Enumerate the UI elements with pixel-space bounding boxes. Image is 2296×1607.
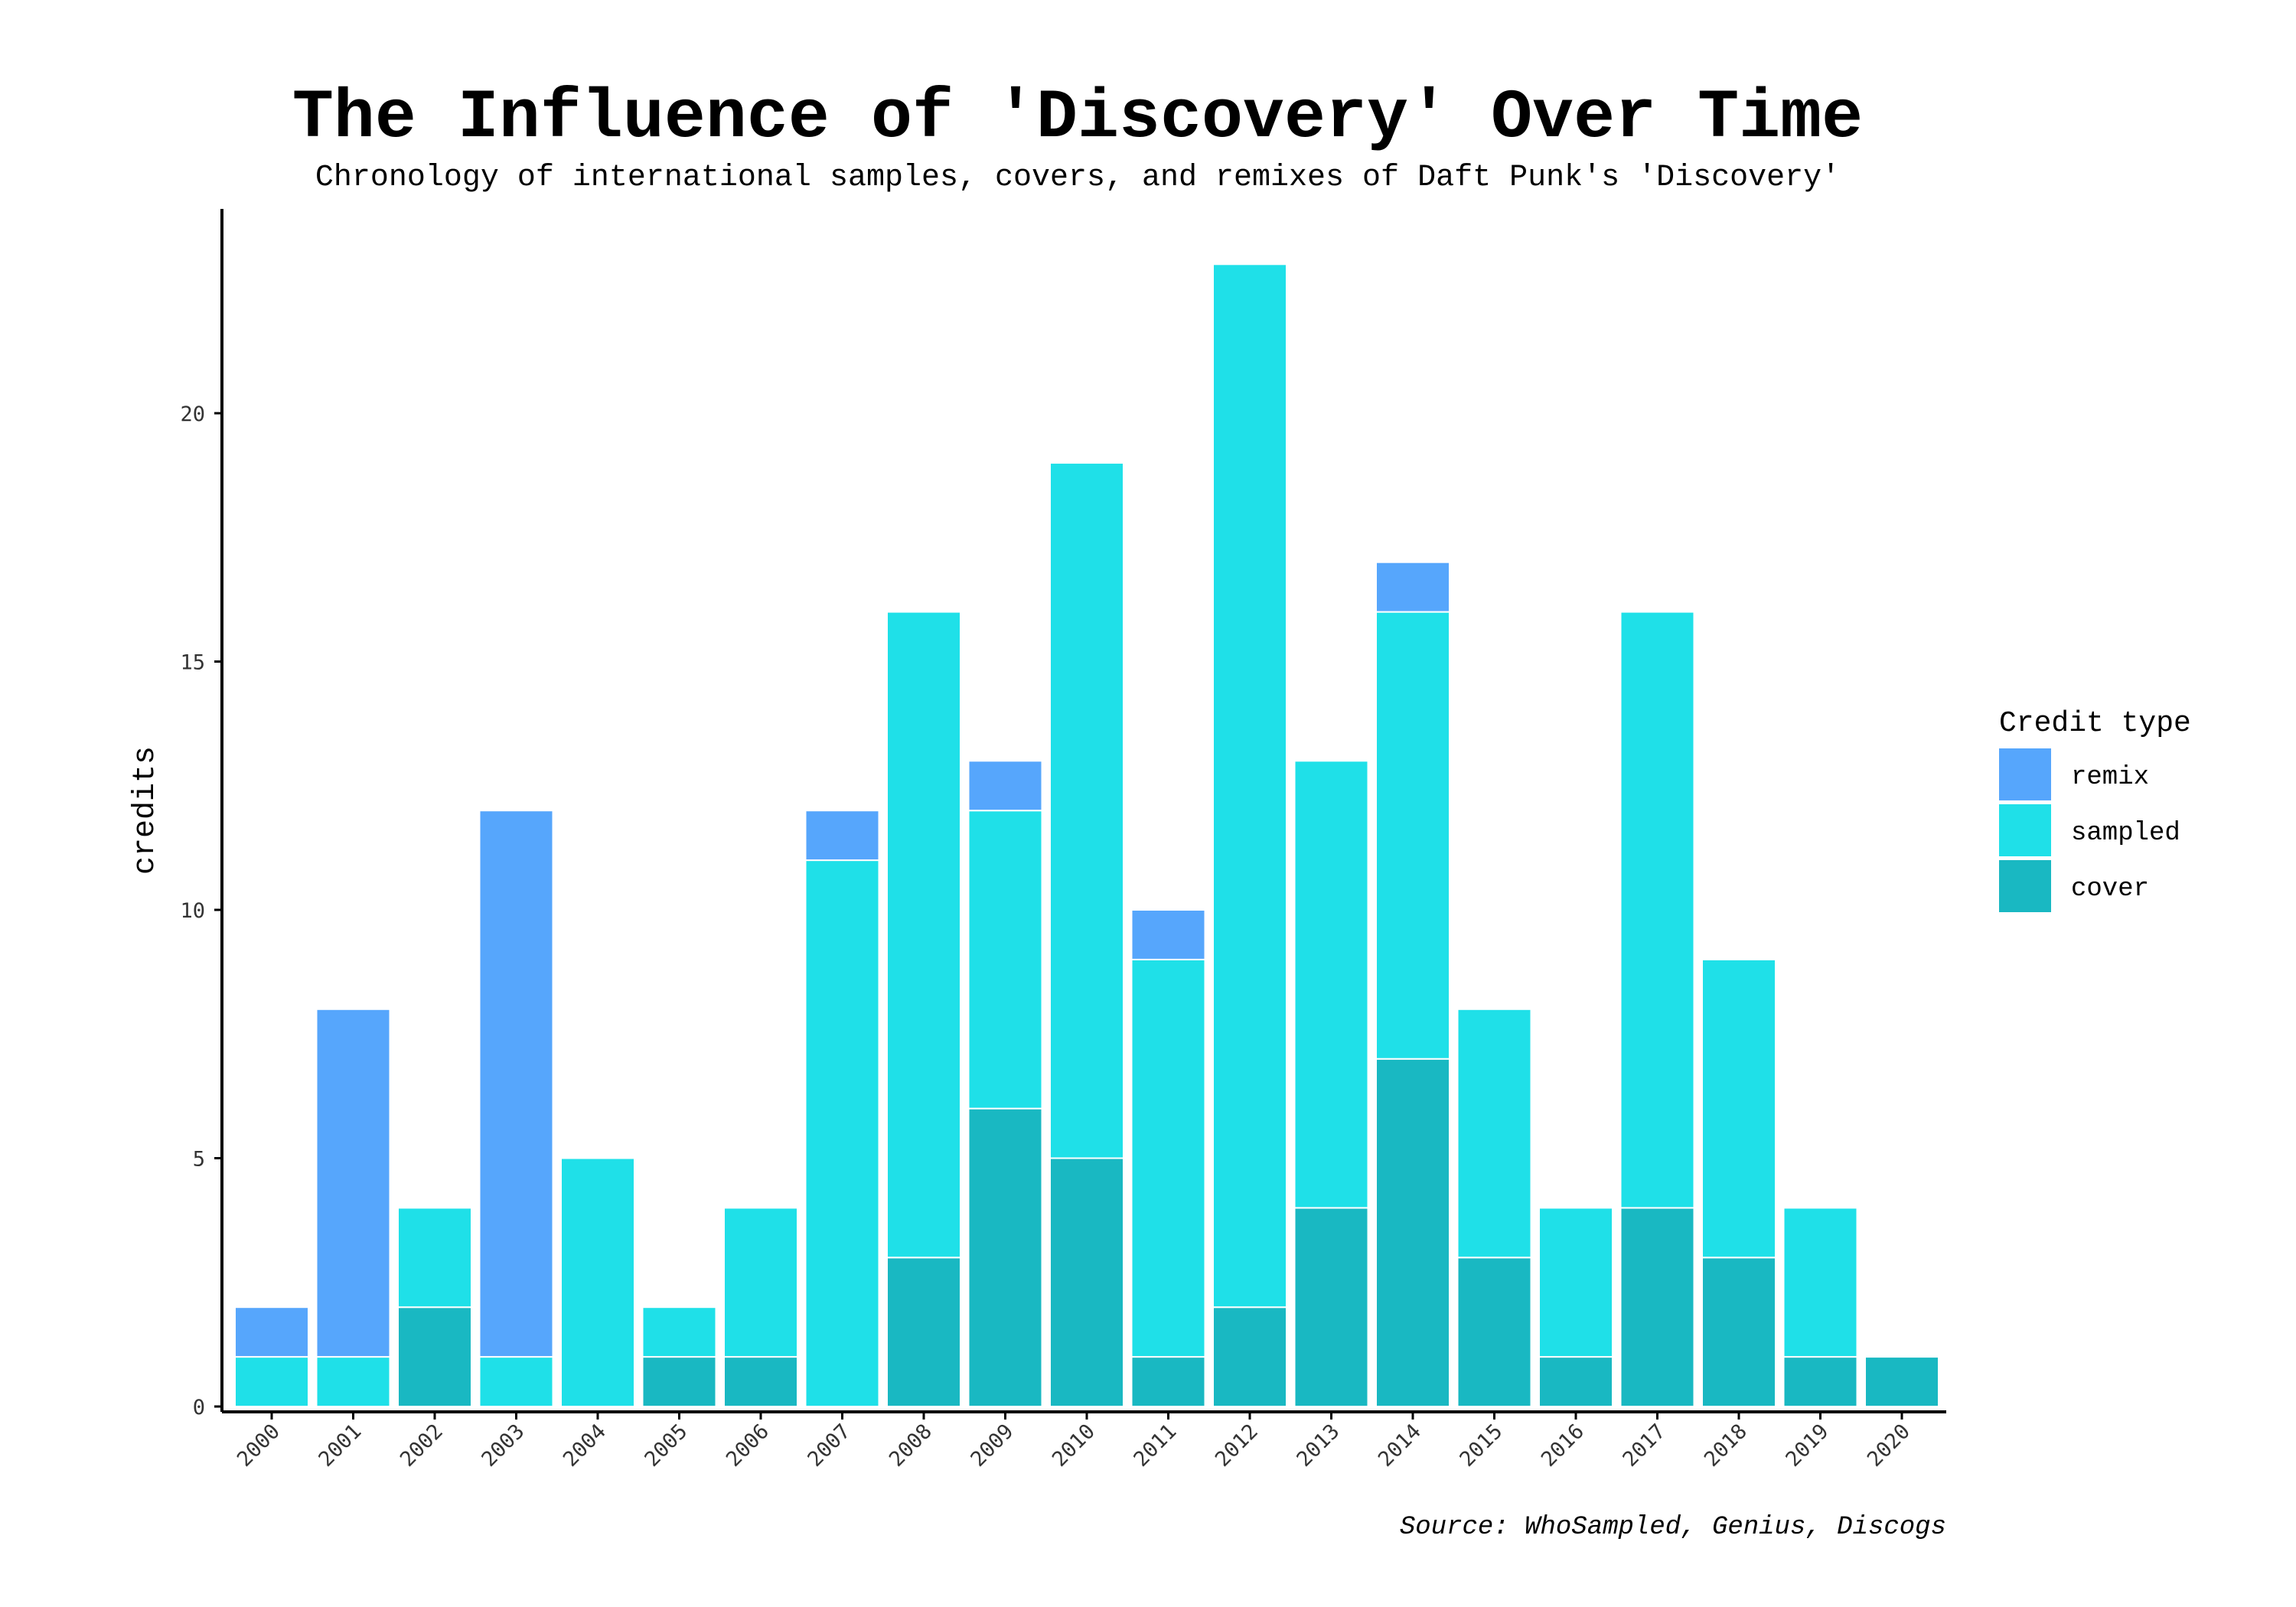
legend: Credit type remix sampled cover: [1999, 707, 2191, 912]
y-axis-label: credits: [129, 746, 163, 875]
bar-remix-2000: [234, 1306, 309, 1358]
bar-cover-2008: [886, 1257, 961, 1408]
legend-title: Credit type: [1999, 707, 2191, 740]
bar-cover-2016: [1538, 1356, 1613, 1407]
bar-sampled-2016: [1538, 1207, 1613, 1358]
bar-cover-2011: [1130, 1356, 1206, 1407]
bar-sampled-2004: [560, 1157, 635, 1407]
bar-cover-2006: [723, 1356, 798, 1407]
bar-remix-2001: [315, 1008, 391, 1358]
bar-cover-2018: [1701, 1257, 1776, 1408]
bar-remix-2014: [1375, 561, 1450, 613]
y-tick-label-10: 10: [180, 899, 205, 923]
chart-caption: Source: WhoSampled, Genius, Discogs: [1400, 1513, 1946, 1542]
bar-sampled-2007: [804, 859, 880, 1407]
legend-swatch-cover: [1999, 860, 2051, 912]
chart-subtitle: Chronology of international samples, cov…: [315, 161, 1840, 195]
bar-cover-2020: [1864, 1356, 1939, 1407]
legend-swatch-remix: [1999, 748, 2051, 800]
legend-items: remix sampled cover: [1999, 748, 2180, 912]
bar-sampled-2013: [1293, 760, 1369, 1209]
y-tick-label-20: 20: [180, 403, 205, 426]
bar-sampled-2005: [641, 1306, 717, 1358]
bar-remix-2003: [478, 810, 554, 1358]
bar-sampled-2008: [886, 611, 961, 1259]
bar-sampled-2018: [1701, 958, 1776, 1259]
bar-sampled-2006: [723, 1207, 798, 1358]
bar-sampled-2015: [1456, 1008, 1532, 1259]
bar-cover-2012: [1212, 1306, 1287, 1407]
legend-label-sampled: sampled: [2071, 819, 2180, 848]
bar-sampled-2014: [1375, 611, 1450, 1060]
bar-cover-2019: [1782, 1356, 1858, 1407]
chart-title: The Influence of 'Discovery' Over Time: [292, 80, 1863, 158]
bar-cover-2015: [1456, 1257, 1532, 1408]
bar-cover-2009: [967, 1107, 1043, 1407]
bar-sampled-2001: [315, 1356, 391, 1407]
y-tick-label-5: 5: [193, 1148, 205, 1172]
bar-sampled-2012: [1212, 263, 1287, 1309]
y-tick-label-0: 0: [193, 1396, 205, 1420]
bar-sampled-2010: [1049, 461, 1124, 1159]
y-axis-ticks: 0 5 10 15 20: [180, 403, 222, 1420]
legend-label-cover: cover: [2071, 875, 2149, 904]
bar-cover-2002: [397, 1306, 472, 1407]
bar-sampled-2009: [967, 810, 1043, 1110]
bar-cover-2014: [1375, 1058, 1450, 1407]
legend-label-remix: remix: [2071, 763, 2149, 792]
bar-cover-2017: [1619, 1207, 1695, 1408]
bar-remix-2007: [804, 810, 880, 862]
bar-remix-2009: [967, 760, 1043, 812]
bar-sampled-2019: [1782, 1207, 1858, 1358]
plot-area: [234, 263, 1939, 1408]
bar-sampled-2000: [234, 1356, 309, 1407]
bar-cover-2005: [641, 1356, 717, 1407]
legend-swatch-sampled: [1999, 804, 2051, 856]
bar-sampled-2002: [397, 1207, 472, 1309]
bar-remix-2011: [1130, 909, 1206, 960]
bar-cover-2010: [1049, 1157, 1124, 1407]
bar-sampled-2003: [478, 1356, 554, 1407]
bar-sampled-2017: [1619, 611, 1695, 1209]
y-tick-label-15: 15: [180, 651, 205, 675]
bar-sampled-2011: [1130, 958, 1206, 1358]
bar-cover-2013: [1293, 1207, 1369, 1408]
